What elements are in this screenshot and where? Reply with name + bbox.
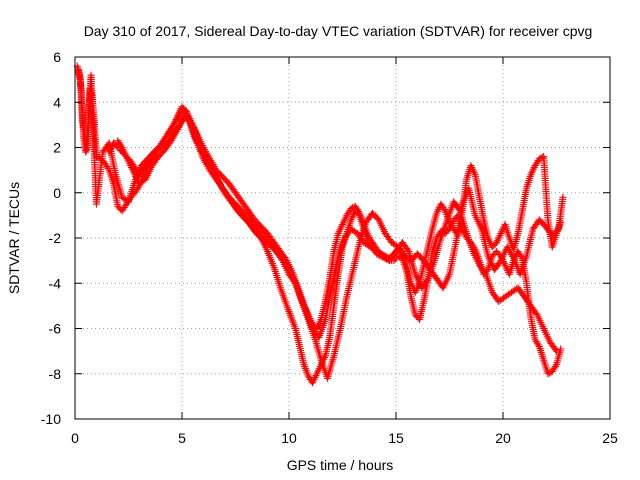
data-point [538,153,546,161]
x-tick-label: 0 [71,430,79,446]
data-point [117,142,125,150]
data-points [73,62,567,387]
data-point [404,246,412,254]
data-point [481,269,489,277]
y-tick-label: 6 [53,49,61,65]
y-tick-label: -10 [41,411,61,427]
chart-title: Day 310 of 2017, Sidereal Day-to-day VTE… [84,23,593,39]
axis-ticks [74,56,611,420]
data-point [355,207,363,215]
y-tick-label: 0 [53,185,61,201]
y-tick-label: -2 [49,230,62,246]
y-tick-labels: -10 -8 -6 -4 -2 0 2 4 6 [41,49,61,427]
x-tick-label: 15 [388,430,404,446]
y-tick-label: -4 [49,275,62,291]
data-point [551,346,559,354]
data-point [290,278,298,286]
x-tick-label: 25 [602,430,618,446]
y-tick-label: -6 [49,321,62,337]
series-track-c [114,112,560,355]
x-tick-label: 20 [495,430,511,446]
y-tick-label: 4 [53,94,61,110]
series-track-d [74,67,567,382]
x-tick-label: 10 [281,430,297,446]
x-tick-labels: 0 5 10 15 20 25 [71,430,618,446]
data-point [553,347,560,355]
y-tick-label: 2 [53,140,61,156]
data-point [104,164,112,172]
data-point [82,148,90,156]
data-point [440,205,448,213]
x-tick-label: 5 [178,430,186,446]
data-point [553,226,561,234]
data-point [517,253,525,261]
data-point [559,193,567,201]
y-axis-label: SDTVAR / TECUs [6,182,22,294]
data-point [557,345,565,353]
y-tick-label: -8 [49,366,62,382]
x-axis-label: GPS time / hours [287,457,394,473]
data-point [534,341,542,349]
data-point [551,362,559,370]
data-point [423,276,431,284]
